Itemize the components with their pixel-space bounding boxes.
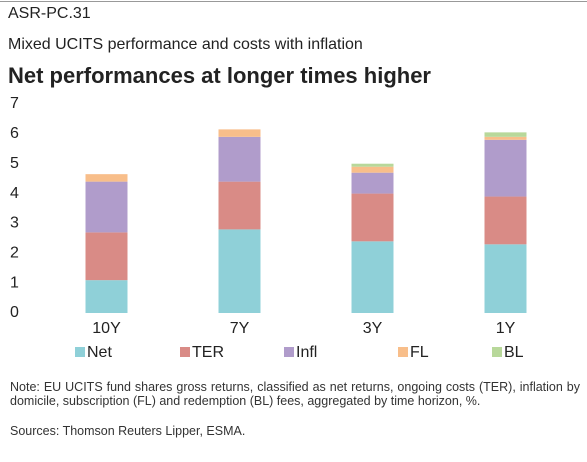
bar-segment: [484, 132, 527, 137]
legend-swatch: [398, 347, 408, 357]
bar-segment: [484, 136, 527, 140]
y-tick-label: 1: [10, 274, 19, 291]
bar-segment: [484, 244, 527, 313]
legend-label: TER: [192, 344, 224, 361]
bar-segment: [351, 166, 394, 173]
bar-segment: [351, 193, 394, 242]
chart-subtitle: Mixed UCITS performance and costs with i…: [8, 36, 363, 53]
bar-segment: [85, 174, 128, 182]
chart: ASR-PC.31 Mixed UCITS performance and co…: [0, 1, 587, 361]
sources: Sources: Thomson Reuters Lipper, ESMA.: [10, 424, 246, 438]
bar-segment: [218, 129, 261, 137]
bar-segment: [218, 136, 261, 182]
bar-segment: [85, 280, 128, 313]
bar-segment: [484, 139, 527, 197]
bar-segment: [351, 163, 394, 167]
y-tick-label: 0: [10, 304, 19, 321]
bar-segment: [351, 172, 394, 194]
x-tick-label: 3Y: [363, 320, 383, 337]
legend-label: BL: [504, 344, 524, 361]
y-tick-label: 6: [10, 125, 19, 142]
bar-segment: [351, 241, 394, 313]
note: Note: EU UCITS fund shares gross returns…: [10, 380, 580, 408]
legend-swatch: [284, 347, 294, 357]
legend-swatch: [75, 347, 85, 357]
bar-segment: [218, 181, 261, 230]
bar-segment: [484, 196, 527, 245]
legend-swatch: [492, 347, 502, 357]
legend-swatch: [180, 347, 190, 357]
x-tick-label: 1Y: [496, 320, 516, 337]
chart-code: ASR-PC.31: [8, 5, 91, 22]
chart-title: Net performances at longer times higher: [8, 63, 431, 88]
legend-label: Infl: [296, 344, 317, 361]
bar-segment: [85, 232, 128, 281]
legend-label: FL: [410, 344, 429, 361]
y-tick-label: 5: [10, 155, 19, 172]
x-tick-label: 7Y: [230, 320, 250, 337]
y-tick-label: 4: [10, 185, 19, 202]
y-tick-label: 3: [10, 215, 19, 232]
bar-segment: [218, 229, 261, 313]
y-tick-label: 7: [10, 95, 19, 112]
y-tick-label: 2: [10, 245, 19, 262]
x-tick-label: 10Y: [92, 320, 121, 337]
legend-label: Net: [87, 344, 112, 361]
bar-segment: [85, 181, 128, 233]
